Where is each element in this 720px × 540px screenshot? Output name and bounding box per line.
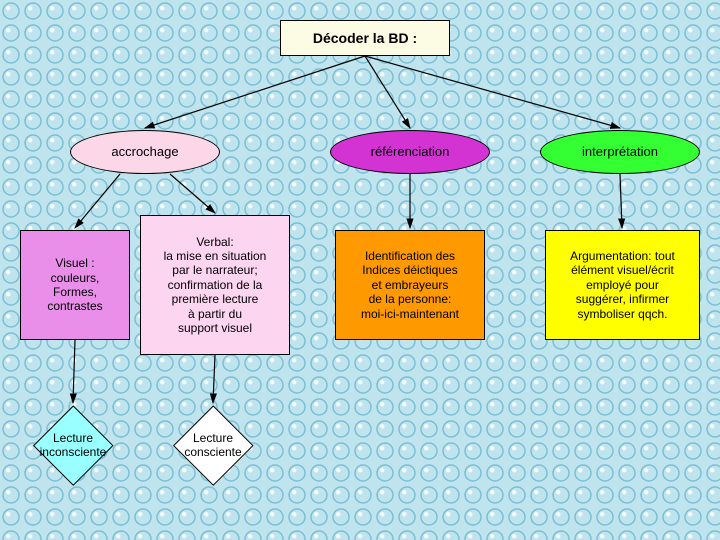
diamond-text: Lectureconsciente [184,431,241,459]
ellipse-accrochage: accrochage [70,130,220,174]
diamond-lecture-inconsciente: Lectureinconsciente [33,405,113,485]
box-verbal-text: Verbal:la mise en situationpar le narrat… [164,235,267,336]
diamond-lecture-consciente: Lectureconsciente [173,405,253,485]
box-visuel-text: Visuel :couleurs,Formes,contrastes [47,256,102,314]
ellipse-interpretation: interprétation [540,130,700,174]
diamond-lecture-inconsciente-label: Lectureinconsciente [17,405,129,485]
box-verbal: Verbal:la mise en situationpar le narrat… [140,215,290,355]
diamond-text: Lectureinconsciente [40,431,107,459]
title-box: Décoder la BD : [280,20,450,56]
box-argumentation-text: Argumentation: toutélément visuel/écrite… [570,249,675,321]
ellipse-referenciation-label: référenciation [371,144,450,160]
box-argumentation: Argumentation: toutélément visuel/écrite… [545,230,700,340]
box-identification-text: Identification desIndices déictiqueset e… [361,249,459,321]
ellipse-referenciation: référenciation [330,130,490,174]
box-visuel: Visuel :couleurs,Formes,contrastes [20,230,130,340]
ellipse-accrochage-label: accrochage [111,144,178,160]
diagram-canvas: Décoder la BD : accrochage référenciatio… [0,0,720,540]
box-identification: Identification desIndices déictiqueset e… [335,230,485,340]
ellipse-interpretation-label: interprétation [582,144,658,160]
diamond-lecture-consciente-label: Lectureconsciente [157,405,269,485]
title-text: Décoder la BD : [313,30,417,47]
